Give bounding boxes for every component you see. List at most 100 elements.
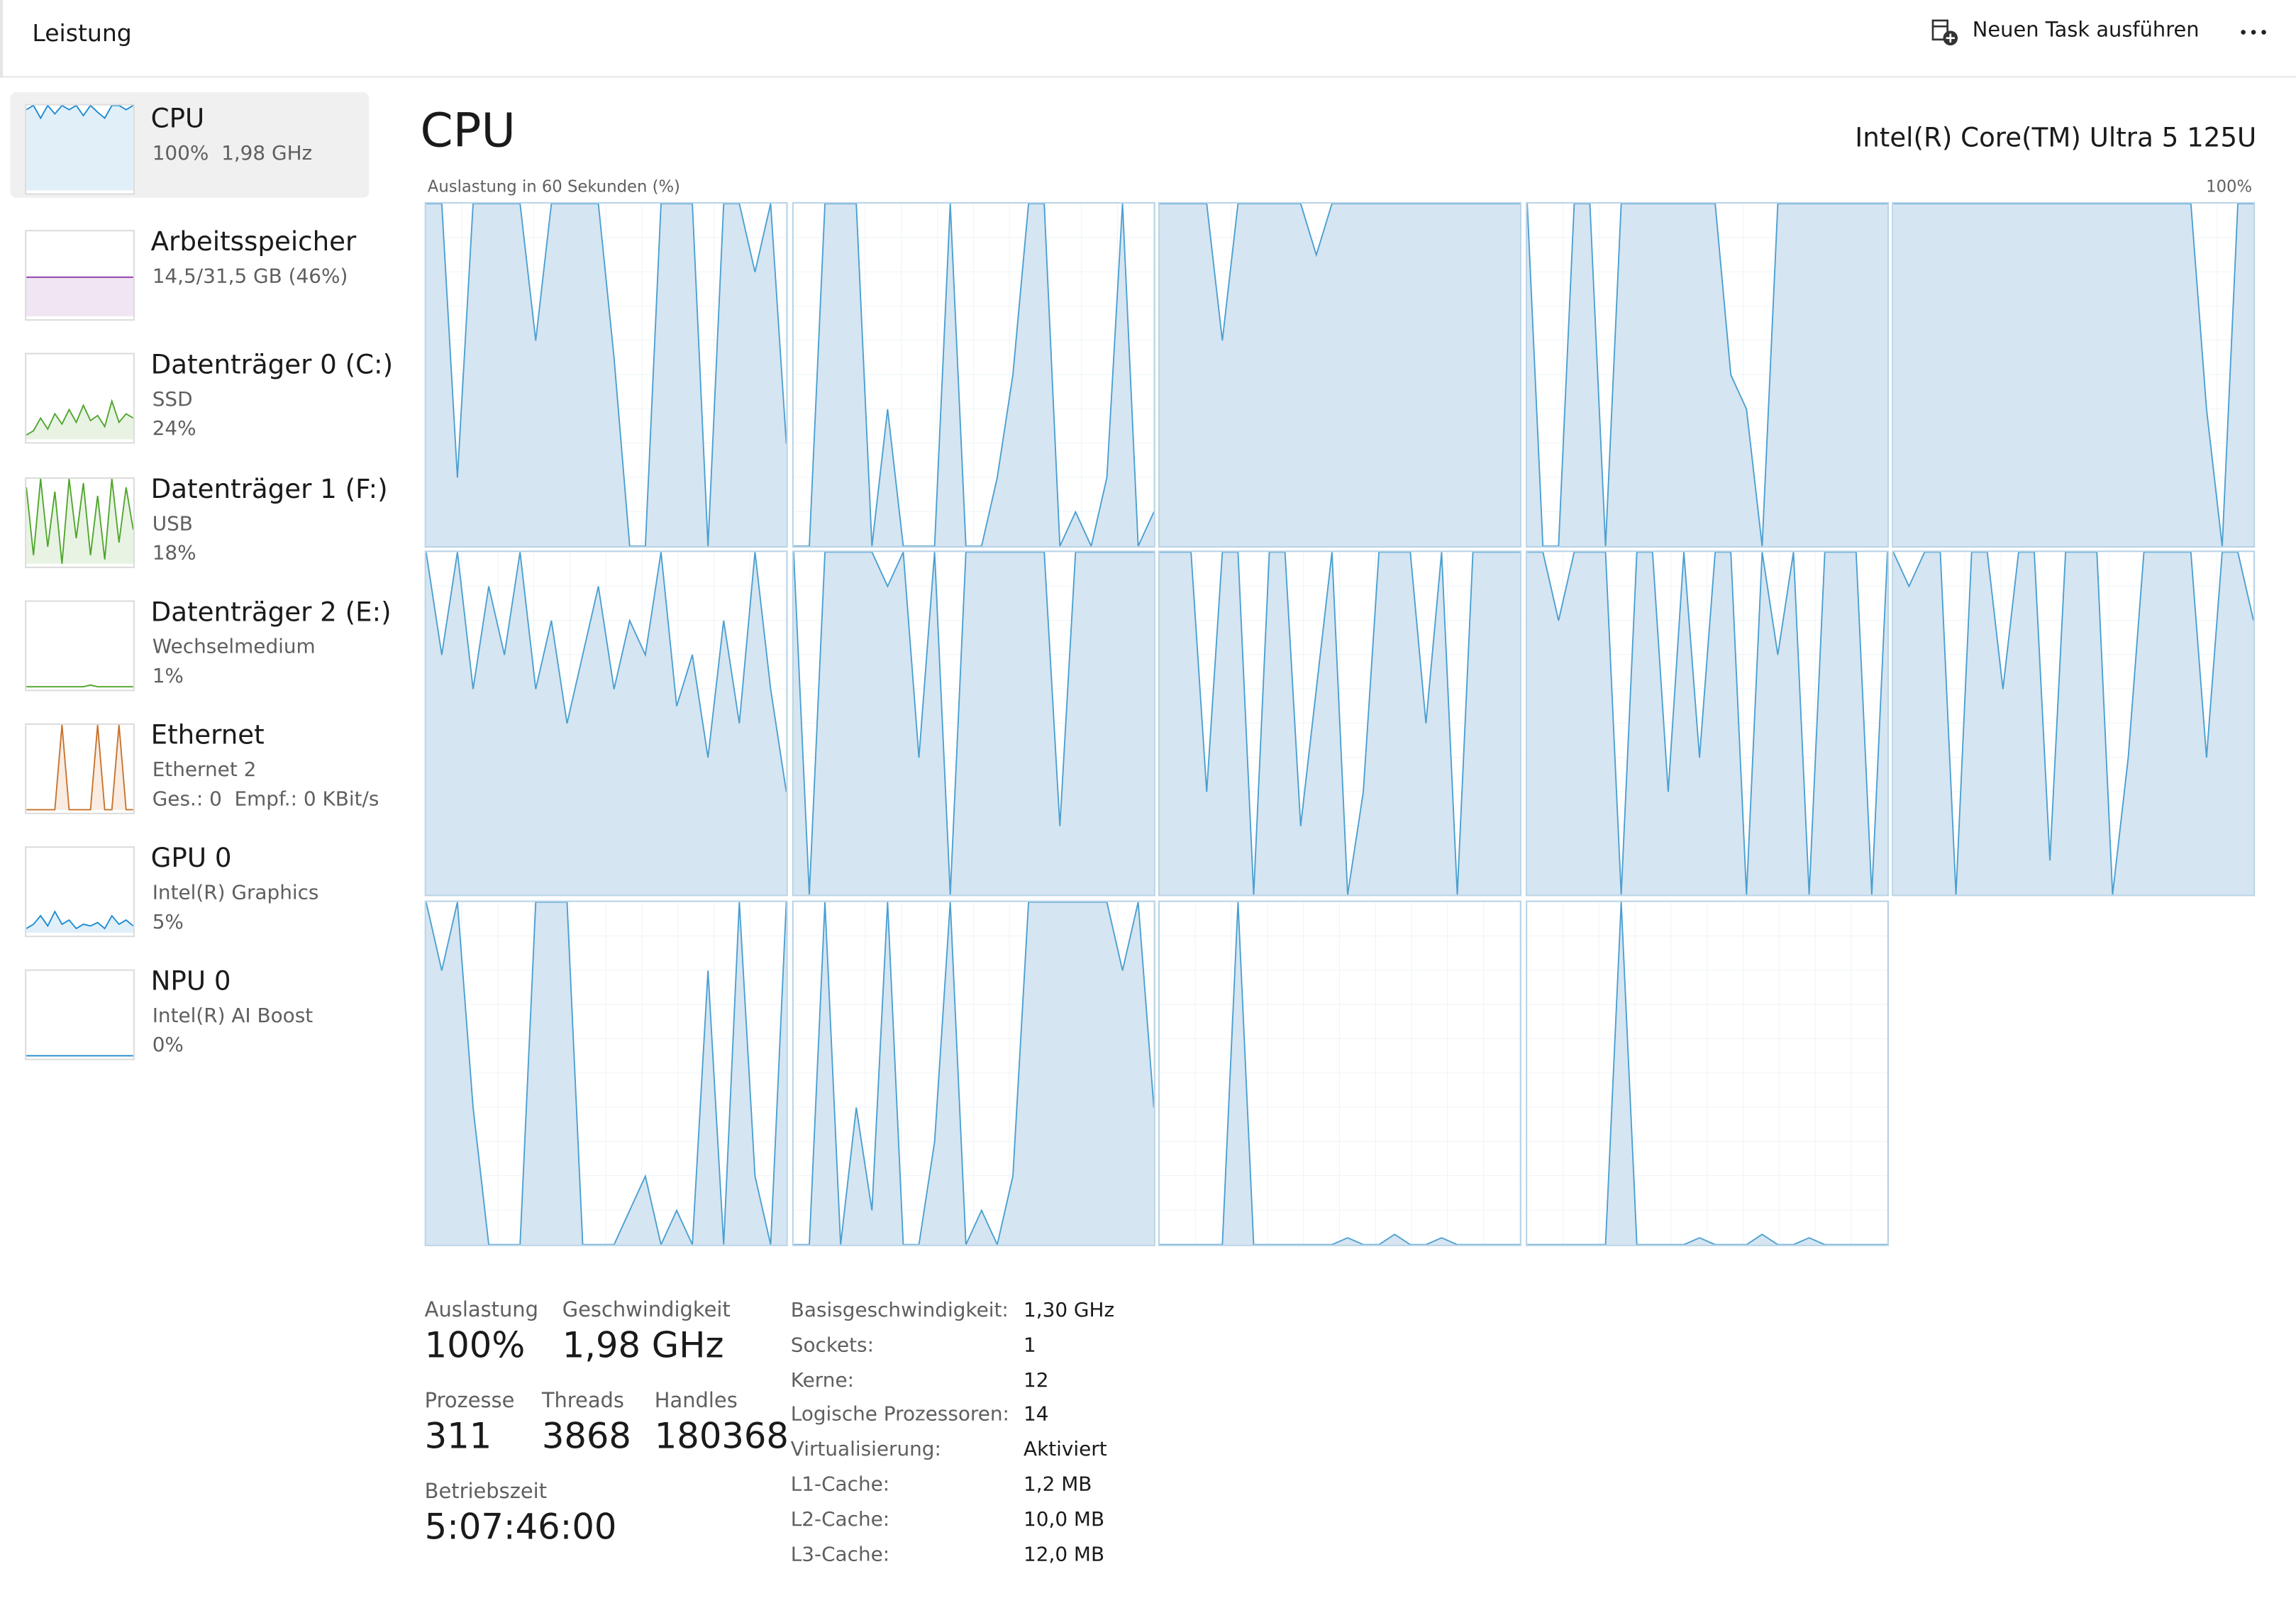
sidebar-name[interactable]: Ethernet	[150, 720, 265, 752]
area	[1160, 902, 1520, 1245]
spec-label: Basisgeschwindigkeit:	[790, 1299, 1009, 1323]
sidebar-detail: 24%	[152, 418, 196, 442]
sidebar-detail: USB	[152, 511, 193, 536]
processor-name: Intel(R) Core(TM) Ultra 5 125U	[1855, 123, 2257, 154]
run-task-button[interactable]: Neuen Task ausführen	[1972, 18, 2200, 43]
spec-value: 10,0 MB	[1024, 1507, 1105, 1531]
core-graph	[424, 201, 788, 548]
stat-label: Betriebszeit	[424, 1480, 548, 1504]
stat-value: 1,98 GHz	[562, 1325, 724, 1367]
stat-value: 3868	[541, 1416, 631, 1458]
sidebar-name[interactable]: Datenträger 0 (C:)	[150, 350, 394, 382]
sidebar-detail: 0%	[152, 1034, 184, 1058]
sidebar-thumbnail[interactable]	[25, 599, 135, 691]
line	[1527, 552, 1888, 895]
line	[1160, 203, 1520, 341]
graph-max: 100%	[2206, 177, 2253, 196]
area	[1160, 552, 1520, 895]
sidebar-thumbnail[interactable]	[25, 104, 135, 195]
spec-label: L3-Cache:	[790, 1543, 890, 1567]
run-task-icon[interactable]	[1930, 18, 1959, 47]
grid	[1527, 902, 1888, 1245]
spec-value: 14	[1024, 1403, 1049, 1427]
area	[1527, 203, 1888, 547]
sidebar-detail: 5%	[152, 911, 184, 935]
spec-label: Virtualisierung:	[790, 1438, 941, 1462]
core-graph	[1158, 900, 1521, 1246]
area	[26, 105, 133, 191]
sidebar-thumbnail[interactable]	[25, 723, 135, 814]
sidebar-thumbnail[interactable]	[25, 353, 135, 445]
spec-label: L2-Cache:	[790, 1507, 890, 1531]
spec-label: L1-Cache:	[790, 1473, 890, 1497]
core-graph	[792, 201, 1155, 548]
line	[26, 105, 133, 120]
core-graph	[1526, 900, 1890, 1246]
core-graph	[424, 550, 788, 897]
spec-value: 1,2 MB	[1024, 1473, 1092, 1497]
line	[1893, 203, 2254, 547]
core-graph	[1526, 201, 1890, 548]
line	[793, 902, 1154, 1245]
sidebar-name[interactable]: Arbeitsspeicher	[150, 227, 357, 258]
sidebar-detail: 1%	[152, 664, 184, 688]
line	[426, 203, 787, 547]
sidebar-name[interactable]: NPU 0	[150, 967, 231, 998]
area	[26, 401, 133, 440]
core-graph	[1526, 550, 1890, 897]
line	[26, 399, 133, 436]
sidebar-name[interactable]: CPU	[150, 104, 205, 135]
sidebar-detail: 14,5/31,5 GB (46%)	[152, 265, 348, 289]
stat-label: Threads	[541, 1390, 624, 1414]
core-graph	[1158, 201, 1521, 548]
sidebar-thumbnail[interactable]	[25, 477, 135, 568]
stat-value: 100%	[424, 1325, 526, 1367]
sidebar-detail: Intel(R) Graphics	[152, 882, 319, 906]
spec-value: 1,30 GHz	[1024, 1299, 1115, 1323]
line	[1527, 902, 1888, 1245]
area	[26, 277, 133, 317]
sidebar-thumbnail[interactable]	[25, 970, 135, 1061]
page-title: Leistung	[32, 18, 132, 48]
stat-label: Auslastung	[424, 1299, 538, 1323]
main-title: CPU	[420, 102, 516, 158]
spec-label: Kerne:	[790, 1368, 854, 1392]
line	[1893, 552, 2254, 895]
stat-label: Geschwindigkeit	[562, 1299, 731, 1323]
core-graph	[792, 550, 1155, 897]
sidebar-name[interactable]: Datenträger 2 (E:)	[150, 597, 392, 628]
sidebar-detail: 100% 1,98 GHz	[152, 142, 313, 166]
spec-label: Sockets:	[790, 1333, 874, 1358]
spec-value: Aktiviert	[1024, 1438, 1107, 1462]
area	[1160, 203, 1520, 547]
line	[1160, 902, 1520, 1245]
sidebar-thumbnail[interactable]	[25, 230, 135, 321]
area	[793, 552, 1154, 895]
sidebar-detail: Intel(R) AI Boost	[152, 1004, 314, 1029]
spec-value: 1	[1024, 1333, 1036, 1358]
area	[426, 902, 787, 1245]
sidebar-detail: Ethernet 2	[152, 758, 257, 782]
sidebar-detail: SSD	[152, 388, 193, 412]
spec-value: 12,0 MB	[1024, 1543, 1105, 1567]
sidebar-name[interactable]: Datenträger 1 (F:)	[150, 474, 388, 505]
line	[426, 902, 787, 1245]
line	[26, 910, 133, 930]
line	[426, 552, 787, 792]
area	[26, 911, 133, 933]
core-graph	[1892, 201, 2256, 548]
stat-label: Handles	[654, 1390, 738, 1414]
more-menu[interactable]	[2237, 21, 2269, 44]
grid	[1160, 902, 1520, 1245]
sidebar-name[interactable]: GPU 0	[150, 843, 232, 875]
stat-value: 311	[424, 1416, 492, 1458]
core-graph	[1892, 550, 2256, 897]
area	[26, 724, 133, 810]
graph-label: Auslastung in 60 Sekunden (%)	[427, 177, 680, 196]
sidebar-thumbnail[interactable]	[25, 846, 135, 938]
area	[1893, 552, 2254, 895]
area	[793, 203, 1154, 547]
spec-value: 12	[1024, 1368, 1049, 1392]
core-graph	[1158, 550, 1521, 897]
